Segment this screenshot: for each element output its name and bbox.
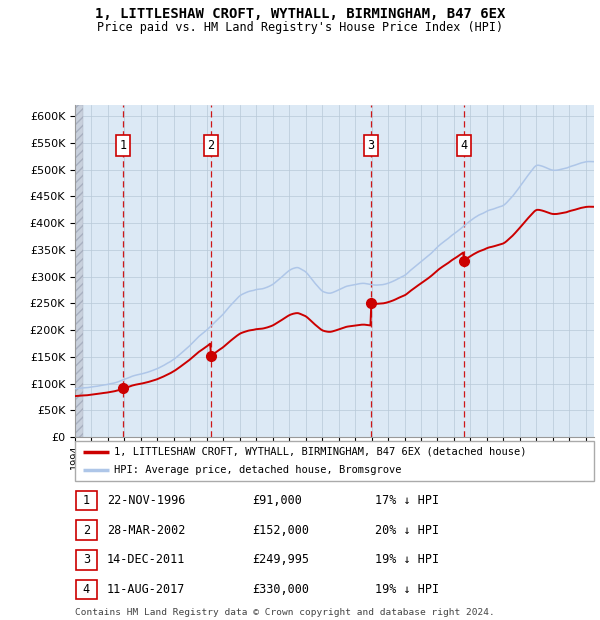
Text: £152,000: £152,000	[252, 524, 309, 536]
Text: £330,000: £330,000	[252, 583, 309, 596]
Text: Price paid vs. HM Land Registry's House Price Index (HPI): Price paid vs. HM Land Registry's House …	[97, 21, 503, 34]
Text: 19% ↓ HPI: 19% ↓ HPI	[375, 554, 439, 566]
Text: 22-NOV-1996: 22-NOV-1996	[107, 494, 185, 507]
Text: 20% ↓ HPI: 20% ↓ HPI	[375, 524, 439, 536]
Text: 2: 2	[208, 139, 214, 152]
Text: 2: 2	[83, 524, 90, 536]
Text: Contains HM Land Registry data © Crown copyright and database right 2024.: Contains HM Land Registry data © Crown c…	[75, 608, 495, 617]
Text: 1: 1	[119, 139, 127, 152]
Text: 4: 4	[83, 583, 90, 596]
Text: 28-MAR-2002: 28-MAR-2002	[107, 524, 185, 536]
Text: 1, LITTLESHAW CROFT, WYTHALL, BIRMINGHAM, B47 6EX: 1, LITTLESHAW CROFT, WYTHALL, BIRMINGHAM…	[95, 7, 505, 22]
Text: £91,000: £91,000	[252, 494, 302, 507]
Text: 4: 4	[460, 139, 467, 152]
Text: 19% ↓ HPI: 19% ↓ HPI	[375, 583, 439, 596]
Text: 3: 3	[367, 139, 374, 152]
Text: 17% ↓ HPI: 17% ↓ HPI	[375, 494, 439, 507]
Text: £249,995: £249,995	[252, 554, 309, 566]
Text: 11-AUG-2017: 11-AUG-2017	[107, 583, 185, 596]
Text: 3: 3	[83, 554, 90, 566]
Text: 1: 1	[83, 494, 90, 507]
Text: 14-DEC-2011: 14-DEC-2011	[107, 554, 185, 566]
Text: HPI: Average price, detached house, Bromsgrove: HPI: Average price, detached house, Brom…	[114, 465, 401, 475]
Text: 1, LITTLESHAW CROFT, WYTHALL, BIRMINGHAM, B47 6EX (detached house): 1, LITTLESHAW CROFT, WYTHALL, BIRMINGHAM…	[114, 447, 526, 457]
